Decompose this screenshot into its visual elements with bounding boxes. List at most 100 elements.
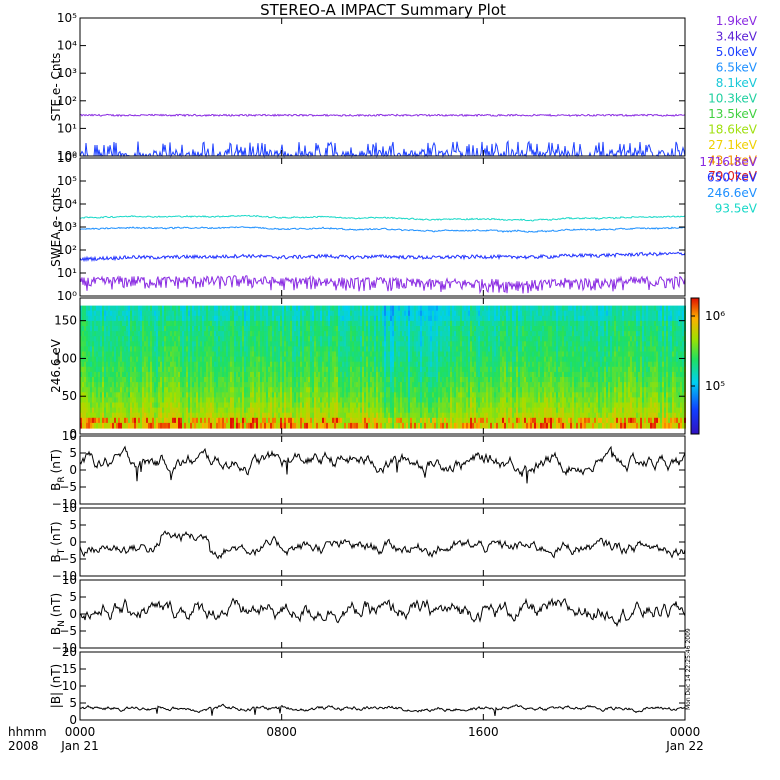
heatmap-cell <box>276 382 278 388</box>
heatmap-cell <box>190 382 192 388</box>
heatmap-cell <box>438 407 440 414</box>
heatmap-cell <box>418 361 420 368</box>
heatmap-cell <box>118 310 120 317</box>
heatmap-cell <box>138 361 140 368</box>
heatmap-cell <box>280 392 282 398</box>
heatmap-cell <box>352 341 354 347</box>
heatmap-cell <box>374 366 376 373</box>
heatmap-cell <box>424 315 426 322</box>
heatmap-cell <box>466 305 468 312</box>
heatmap-cell <box>288 361 290 368</box>
series-line-1.9keV <box>79 113 686 118</box>
heatmap-cell <box>410 331 412 337</box>
heatmap-cell <box>484 336 486 342</box>
heatmap-cell <box>258 305 260 312</box>
heatmap-cell <box>282 387 284 393</box>
heatmap-cell <box>196 346 198 353</box>
heatmap-cell <box>442 310 444 317</box>
heatmap-cell <box>344 310 346 317</box>
heatmap-cell <box>454 387 456 393</box>
heatmap-cell <box>130 377 132 383</box>
heatmap-cell <box>360 397 362 404</box>
heatmap-cell <box>468 310 470 317</box>
heatmap-cell <box>228 331 230 337</box>
heatmap-cell <box>224 382 226 388</box>
heatmap-cell <box>254 336 256 342</box>
heatmap-cell <box>176 371 178 378</box>
heatmap-cell <box>256 315 258 322</box>
heatmap-cell <box>450 356 452 363</box>
heatmap-cell <box>204 305 206 312</box>
heatmap-cell <box>314 320 316 327</box>
heatmap-cell <box>384 402 386 409</box>
heatmap-cell <box>158 371 160 378</box>
heatmap-cell <box>154 397 156 404</box>
heatmap-cell <box>154 326 156 332</box>
heatmap-cell <box>92 377 94 383</box>
heatmap-cell <box>142 397 144 404</box>
heatmap-cell <box>158 417 160 424</box>
heatmap-cell <box>122 305 124 312</box>
heatmap-cell <box>386 387 388 393</box>
heatmap-cell <box>362 305 364 312</box>
heatmap-cell <box>324 351 326 358</box>
heatmap-cell <box>356 417 358 424</box>
heatmap-cell <box>222 346 224 353</box>
heatmap-cell <box>156 412 158 419</box>
heatmap-cell <box>234 315 236 322</box>
heatmap-cell <box>96 351 98 358</box>
heatmap-cell <box>356 402 358 409</box>
heatmap-cell <box>282 361 284 368</box>
heatmap-cell <box>206 356 208 363</box>
heatmap-cell <box>160 382 162 388</box>
heatmap-cell <box>310 305 312 312</box>
heatmap-cell <box>358 392 360 398</box>
heatmap-cell <box>212 331 214 337</box>
heatmap-cell <box>446 377 448 383</box>
heatmap-cell <box>424 371 426 378</box>
heatmap-cell <box>432 382 434 388</box>
y-tick-label: 10² <box>57 94 77 108</box>
heatmap-cell <box>332 371 334 378</box>
heatmap-cell <box>458 392 460 398</box>
heatmap-cell <box>468 402 470 409</box>
heatmap-cell <box>416 422 418 429</box>
heatmap-cell <box>110 407 112 414</box>
heatmap-cell <box>208 351 210 358</box>
heatmap-cell <box>404 371 406 378</box>
heatmap-cell <box>212 382 214 388</box>
heatmap-cell <box>404 422 406 429</box>
heatmap-cell <box>342 366 344 373</box>
heatmap-cell <box>402 402 404 409</box>
heatmap-cell <box>482 305 484 312</box>
heatmap-cell <box>152 346 154 353</box>
heatmap-cell <box>118 402 120 409</box>
heatmap-cell <box>436 356 438 363</box>
heatmap-cell <box>246 361 248 368</box>
heatmap-cell <box>428 310 430 317</box>
heatmap-cell <box>152 326 154 332</box>
heatmap-cell <box>220 366 222 373</box>
heatmap-cell <box>464 341 466 347</box>
heatmap-cell <box>478 315 480 322</box>
heatmap-cell <box>382 341 384 347</box>
heatmap-cell <box>456 417 458 424</box>
heatmap-cell <box>290 346 292 353</box>
heatmap-cell <box>294 397 296 404</box>
heatmap-cell <box>136 315 138 322</box>
heatmap-cell <box>430 341 432 347</box>
heatmap-cell <box>198 407 200 414</box>
heatmap-cell <box>112 382 114 388</box>
heatmap-cell <box>418 397 420 404</box>
heatmap-cell <box>198 397 200 404</box>
heatmap-cell <box>146 407 148 414</box>
heatmap-cell <box>446 361 448 368</box>
heatmap-cell <box>348 397 350 404</box>
heatmap-cell <box>232 326 234 332</box>
heatmap-cell <box>360 341 362 347</box>
heatmap-cell <box>140 402 142 409</box>
heatmap-cell <box>412 356 414 363</box>
heatmap-cell <box>168 392 170 398</box>
heatmap-cell <box>198 305 200 312</box>
heatmap-cell <box>406 412 408 419</box>
